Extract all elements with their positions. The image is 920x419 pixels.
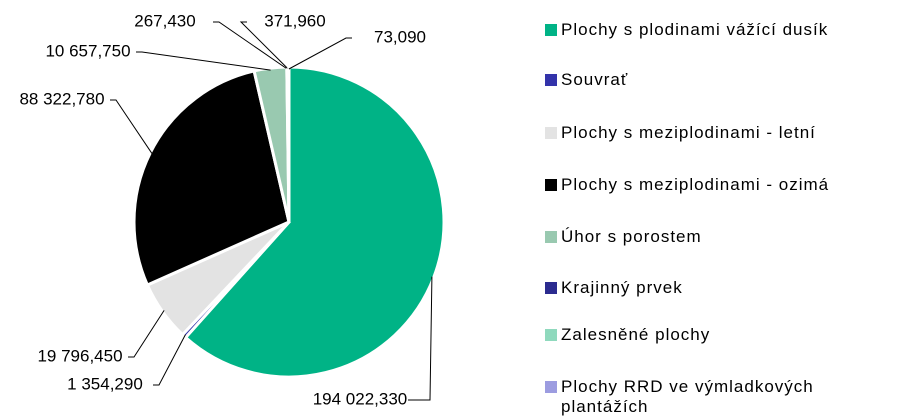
data-label: 371,960 <box>264 11 325 30</box>
legend-item: Souvrať <box>545 70 915 90</box>
legend-item: Plochy s meziplodinami - ozimá <box>545 175 915 195</box>
legend-swatch <box>545 179 557 191</box>
data-label: 88 322,780 <box>19 89 104 108</box>
legend-label: Úhor s porostem <box>561 227 702 246</box>
data-label: 1 354,290 <box>67 374 143 393</box>
legend-swatch <box>545 74 557 86</box>
data-label: 73,090 <box>374 27 426 46</box>
leader-line <box>288 37 352 70</box>
leader-line <box>136 51 271 71</box>
legend-item: Plochy s plodinami vážící dusík <box>545 20 915 40</box>
legend-label: Souvrať <box>561 70 629 89</box>
legend-label: Krajinný prvek <box>561 278 683 297</box>
legend-swatch <box>545 381 557 393</box>
legend-swatch <box>545 231 557 243</box>
pie-area: 194 022,330 1 354,290 19 796,450 88 322,780… <box>19 11 446 408</box>
leader-line <box>128 310 165 358</box>
legend-swatch <box>545 282 557 294</box>
legend-label: Plochy s meziplodinami - ozimá <box>561 175 830 194</box>
legend-item: Krajinný prvek <box>545 278 915 298</box>
legend-label: Plochy s meziplodinami - letní <box>561 123 816 142</box>
legend-label: Plochy RRD ve výmladkových plantážích <box>561 377 814 416</box>
leader-line <box>110 99 153 154</box>
legend-item: Zalesněné plochy <box>545 325 915 345</box>
legend-swatch <box>545 24 557 36</box>
data-label: 10 657,750 <box>45 41 130 60</box>
data-label: 19 796,450 <box>37 346 122 365</box>
data-label: 267,430 <box>134 11 195 30</box>
legend-label: Plochy s plodinami vážící dusík <box>561 20 829 39</box>
legend-item: Plochy RRD ve výmladkových plantážích <box>545 377 915 417</box>
leader-line <box>153 334 186 386</box>
legend-item: Plochy s meziplodinami - letní <box>545 123 915 143</box>
legend-label: Zalesněné plochy <box>561 325 711 344</box>
leader-line <box>408 276 433 401</box>
pie-slice <box>183 65 446 379</box>
legend-item: Úhor s porostem <box>545 227 915 247</box>
legend-swatch <box>545 329 557 341</box>
pie-slice <box>132 69 291 287</box>
legend-swatch <box>545 127 557 139</box>
leader-line <box>213 21 288 70</box>
leader-line <box>239 21 289 70</box>
data-label: 194 022,330 <box>313 389 408 408</box>
